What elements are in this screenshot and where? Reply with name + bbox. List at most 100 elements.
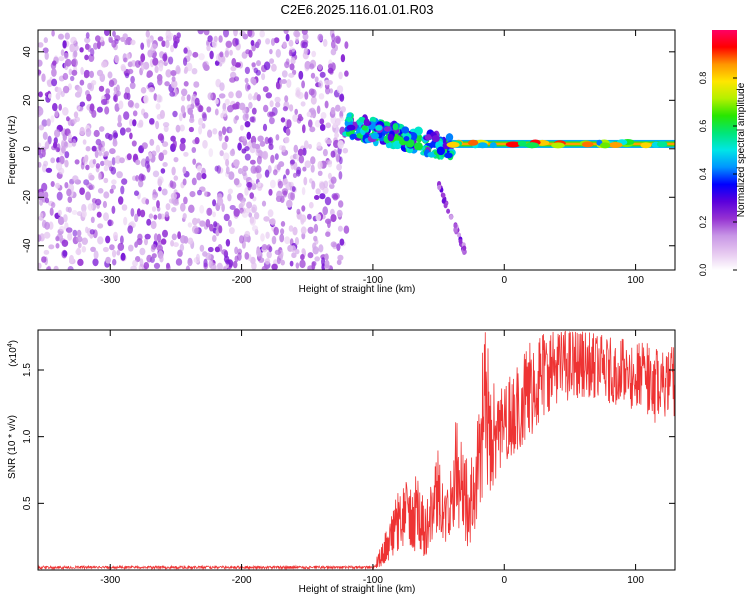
noise-speckle [151, 243, 157, 250]
noise-speckle [309, 107, 316, 115]
noise-speckle [62, 40, 67, 49]
noise-speckle [327, 172, 332, 180]
mirror-trace-blob [437, 184, 442, 190]
x-tick-label: -100 [363, 275, 383, 286]
noise-speckle [251, 204, 258, 213]
noise-speckle [225, 40, 233, 48]
noise-speckle [338, 171, 343, 180]
noise-speckle [225, 166, 230, 175]
noise-speckle [155, 103, 161, 110]
noise-speckle [155, 144, 161, 153]
noise-speckle [38, 262, 42, 269]
noise-speckle [271, 235, 277, 245]
noise-speckle [288, 49, 293, 57]
noise-speckle [38, 124, 45, 131]
noise-speckle [289, 260, 294, 267]
noise-speckle [108, 166, 114, 172]
noise-speckle [250, 165, 257, 174]
noise-speckle [288, 72, 295, 78]
noise-speckle [150, 43, 158, 50]
noise-speckle [244, 121, 251, 128]
descending-trace-blob [424, 134, 433, 141]
noise-speckle [73, 50, 78, 58]
noise-speckle [181, 95, 186, 102]
colorbar-tick-label: 0.2 [698, 216, 708, 229]
noise-speckle [307, 226, 314, 234]
noise-speckle [228, 171, 235, 180]
noise-speckle [268, 143, 274, 150]
noise-speckle [198, 125, 203, 135]
noise-speckle [288, 39, 294, 47]
noise-speckle [241, 170, 247, 177]
noise-speckle [85, 164, 90, 171]
noise-speckle [164, 211, 170, 218]
noise-speckle [90, 246, 96, 252]
noise-speckle [123, 92, 129, 100]
noise-speckle [112, 95, 117, 102]
noise-speckle [335, 104, 341, 112]
noise-speckle [330, 48, 337, 56]
noise-speckle [38, 91, 43, 98]
noise-speckle [265, 231, 270, 239]
descending-trace-blob [403, 136, 410, 142]
noise-speckle [102, 200, 107, 209]
noise-speckle [222, 126, 227, 135]
noise-speckle [171, 207, 177, 213]
noise-speckle [41, 256, 47, 263]
noise-speckle [234, 246, 239, 255]
noise-speckle [103, 165, 109, 172]
noise-speckle [38, 161, 42, 168]
noise-speckle [55, 147, 60, 153]
descending-trace-blob [401, 126, 410, 134]
noise-speckle [263, 104, 269, 113]
noise-speckle [205, 218, 211, 228]
noise-speckle [179, 142, 186, 152]
noise-speckle [76, 235, 83, 243]
noise-speckle [339, 238, 345, 246]
noise-speckle [214, 98, 219, 105]
noise-speckle [334, 118, 341, 126]
noise-speckle [43, 191, 49, 199]
noise-speckle [135, 175, 140, 182]
steady-band-blob [608, 142, 623, 148]
descending-trace-blob [346, 116, 353, 123]
noise-speckle [153, 214, 158, 220]
noise-speckle [157, 133, 164, 141]
noise-speckle [303, 140, 309, 150]
colorbar-tick-label: 0.8 [698, 72, 708, 85]
noise-speckle [98, 172, 102, 181]
noise-speckle [143, 262, 150, 270]
steady-band-blob [446, 141, 460, 148]
noise-speckle [52, 60, 57, 66]
noise-speckle [118, 100, 124, 110]
noise-speckle [319, 118, 325, 125]
noise-speckle [206, 106, 212, 113]
mirror-trace-blob [441, 198, 446, 204]
noise-speckle [241, 210, 249, 218]
noise-speckle [336, 209, 343, 218]
noise-speckle [145, 30, 150, 38]
noise-speckle [244, 252, 250, 260]
steady-band-blob [599, 142, 611, 149]
noise-speckle [214, 246, 220, 253]
noise-speckle [119, 127, 126, 136]
noise-speckle [120, 36, 126, 43]
noise-speckle [146, 70, 153, 78]
noise-speckle [171, 166, 176, 176]
noise-speckle [197, 189, 202, 196]
noise-speckle [279, 233, 285, 243]
snr-multiplier-exp: 4 [7, 343, 14, 347]
noise-speckle [57, 216, 65, 225]
descending-trace-blob [361, 125, 368, 131]
snr-panel: -300 -200 -100 0 100 0.5 1.0 1.5 Height of str… [7, 329, 676, 595]
noise-speckle [194, 137, 200, 145]
noise-speckle [114, 55, 120, 64]
noise-speckle [41, 182, 48, 192]
noise-speckle [80, 66, 84, 75]
noise-speckle [269, 48, 273, 55]
noise-speckle [85, 32, 90, 39]
noise-speckle [183, 196, 188, 205]
snr-multiplier-base: (x10 [8, 347, 19, 367]
noise-speckle [310, 72, 316, 79]
noise-speckle [235, 38, 240, 46]
